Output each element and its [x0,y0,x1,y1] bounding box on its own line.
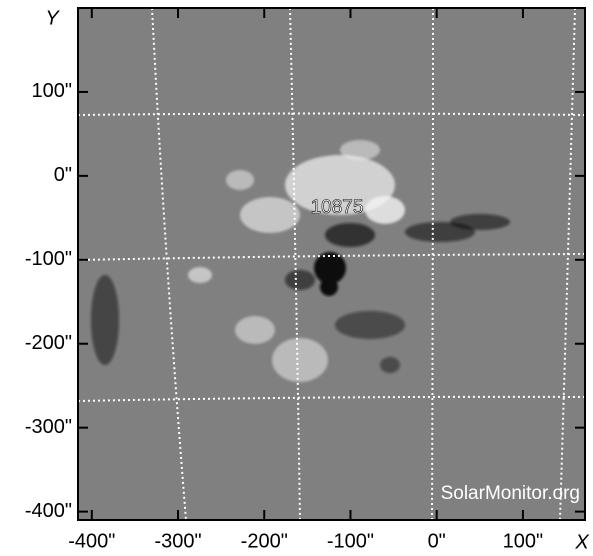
y-tick-label: 0" [54,164,72,186]
y-axis-label: Y [45,7,60,29]
y-tick-label: -400" [25,500,72,522]
y-tick-label: -100" [25,248,72,270]
x-tick-label: -100" [327,530,374,552]
magnetogram-figure: 10875 SolarMonitor.org Y X -400" -300" -20… [0,0,593,556]
region-label: 10875 [311,197,364,218]
x-tick-label: 0" [428,530,446,552]
x-tick-label: -300" [154,530,201,552]
x-tick-label: -400" [68,530,115,552]
x-tick-label: 100" [503,530,543,552]
y-tick-label: -200" [25,332,72,354]
y-tick-label: -300" [25,416,72,438]
x-tick-label: -200" [241,530,288,552]
y-tick-label: 100" [32,80,72,102]
x-axis-label: X [574,531,589,553]
watermark: SolarMonitor.org [441,483,580,504]
